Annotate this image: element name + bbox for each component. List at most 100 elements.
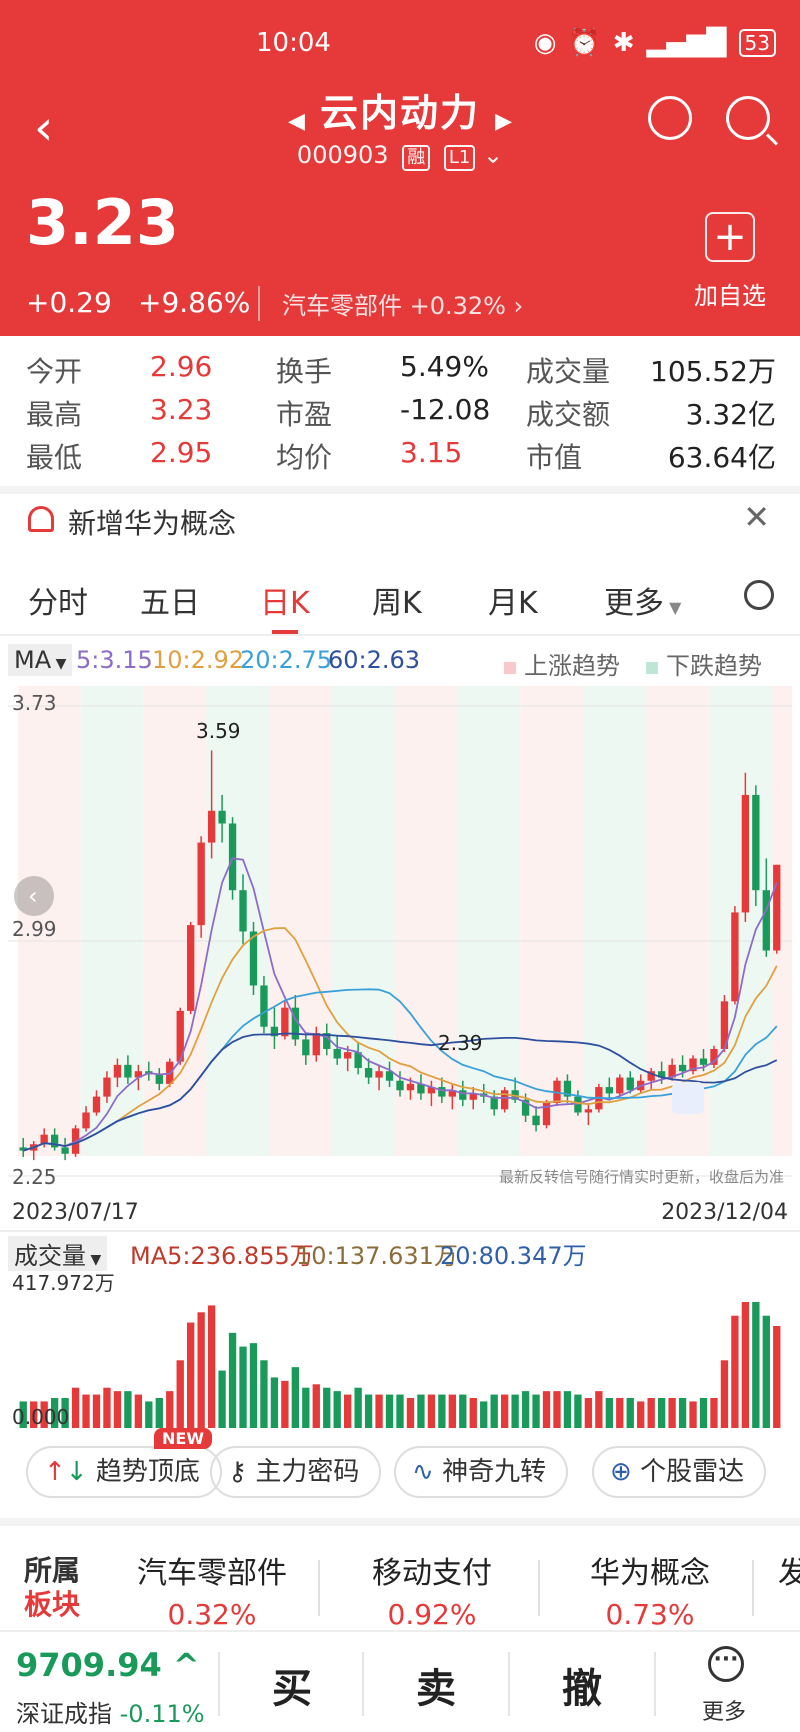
candle-body[interactable] (197, 842, 205, 926)
candle-body[interactable] (406, 1083, 415, 1091)
candle-body[interactable] (731, 912, 739, 1002)
tab-monthly-k[interactable]: 月K (488, 586, 538, 621)
candle-body[interactable] (364, 1068, 373, 1078)
candle-body[interactable] (302, 1039, 310, 1056)
more-icon[interactable]: ··· (708, 1646, 744, 1682)
prev-stock-icon[interactable]: ◀ (287, 109, 305, 134)
candle-body[interactable] (218, 810, 226, 824)
candle-body[interactable] (459, 1090, 467, 1100)
candle-body[interactable] (375, 1071, 383, 1078)
candle-body[interactable] (532, 1115, 540, 1126)
candle-body[interactable] (82, 1112, 90, 1129)
candle-body[interactable] (438, 1087, 446, 1097)
tab-weekly-k[interactable]: 周K (372, 586, 422, 621)
candle-body[interactable] (500, 1090, 509, 1110)
candle-body[interactable] (385, 1071, 394, 1081)
candle-body[interactable] (647, 1071, 655, 1081)
candle-body[interactable] (176, 1010, 184, 1062)
add-watchlist-icon[interactable]: + (705, 212, 755, 262)
candle-body[interactable] (417, 1083, 425, 1094)
tab-intraday[interactable]: 分时 (28, 586, 88, 621)
candle-body[interactable] (741, 794, 750, 913)
sector-item[interactable]: 华为概念 0.73% (570, 1548, 730, 1631)
candle-body[interactable] (354, 1052, 362, 1069)
settings-icon[interactable] (744, 580, 774, 610)
candle-body[interactable] (616, 1077, 624, 1094)
candle-body[interactable] (469, 1093, 477, 1100)
candle-body[interactable] (752, 794, 760, 891)
add-watchlist-label[interactable]: 加自选 (694, 282, 766, 310)
refresh-icon[interactable] (648, 96, 692, 140)
candle-body[interactable] (720, 1001, 729, 1049)
candle-body[interactable] (584, 1109, 593, 1113)
candle-body[interactable] (710, 1048, 718, 1065)
volume-selector[interactable]: 成交量 ▼ (8, 1236, 108, 1271)
candle-body[interactable] (40, 1134, 48, 1145)
tab-daily-k[interactable]: 日K (260, 578, 310, 634)
sell-button[interactable]: 卖 (416, 1666, 456, 1712)
volume-chart[interactable]: 417.972万 0.000 (8, 1268, 792, 1434)
candle-body[interactable] (228, 823, 237, 891)
candle-body[interactable] (19, 1147, 27, 1151)
ma-selector[interactable]: MA ▼ (8, 644, 73, 676)
chevron-down-icon[interactable]: ⌄ (482, 141, 504, 169)
main-force-button[interactable]: ⚷ 主力密码 (210, 1446, 382, 1498)
search-icon[interactable] (726, 96, 770, 140)
fullscreen-icon[interactable] (672, 1082, 704, 1114)
candle-body[interactable] (187, 925, 195, 1011)
candle-body[interactable] (103, 1077, 111, 1097)
candle-body[interactable] (92, 1096, 101, 1113)
candle-body[interactable] (134, 1071, 143, 1078)
candle-body[interactable] (124, 1064, 132, 1078)
candle-body[interactable] (207, 810, 216, 843)
candle-body[interactable] (689, 1058, 697, 1072)
candle-body[interactable] (657, 1071, 666, 1078)
candle-body[interactable] (61, 1147, 69, 1154)
candle-body[interactable] (50, 1134, 59, 1148)
trend-top-bottom-button[interactable]: ↑↓ 趋势顶底 (26, 1446, 222, 1498)
candle-body[interactable] (542, 1102, 551, 1126)
cancel-order-button[interactable]: 撤 (562, 1666, 602, 1712)
candle-body[interactable] (249, 931, 258, 986)
sector-item[interactable]: 移动支付 0.92% (352, 1548, 512, 1631)
candle-body[interactable] (260, 985, 268, 1027)
magic-nine-button[interactable]: ∿ 神奇九转 (394, 1446, 569, 1498)
candle-body[interactable] (239, 890, 247, 932)
stock-radar-button[interactable]: ⊕ 个股雷达 (592, 1446, 767, 1498)
candle-body[interactable] (574, 1096, 582, 1113)
candle-body[interactable] (333, 1048, 341, 1059)
candle-body[interactable] (490, 1096, 498, 1110)
sector-item-partial[interactable]: 发 (778, 1548, 800, 1592)
candle-body[interactable] (323, 1033, 331, 1049)
chevron-left-icon[interactable] (14, 876, 54, 916)
candle-body[interactable] (626, 1077, 634, 1091)
candle-body[interactable] (270, 1026, 279, 1037)
next-stock-icon[interactable]: ▶ (495, 109, 513, 134)
candle-body[interactable] (448, 1090, 456, 1097)
more-label[interactable]: 更多 (702, 1700, 747, 1725)
back-button[interactable]: ‹ (34, 100, 54, 156)
candle-body[interactable] (344, 1052, 352, 1059)
tab-more[interactable]: 更多 ▼ (604, 578, 681, 622)
candle-body[interactable] (699, 1058, 708, 1065)
candle-body[interactable] (668, 1064, 676, 1078)
candle-body[interactable] (521, 1099, 530, 1116)
buy-button[interactable]: 买 (272, 1666, 312, 1712)
candle-body[interactable] (605, 1087, 613, 1094)
candle-body[interactable] (281, 1007, 289, 1037)
sector-link[interactable]: 汽车零部件 +0.32% › (258, 286, 523, 321)
concept-notice[interactable]: 新增华为概念 ✕ (0, 498, 800, 548)
candle-body[interactable] (312, 1033, 320, 1056)
candlestick-chart[interactable]: 3.73 2.99 2.25 3.59 2.39 最新反转信号随行情实时更新，收… (8, 686, 792, 1196)
tab-five-day[interactable]: 五日 (140, 586, 200, 621)
candle-body[interactable] (762, 890, 770, 951)
candle-body[interactable] (427, 1087, 436, 1094)
sector-item[interactable]: 汽车零部件 0.32% (132, 1548, 292, 1631)
candle-body[interactable] (678, 1064, 687, 1072)
candle-body[interactable] (113, 1064, 122, 1078)
candle-body[interactable] (563, 1080, 572, 1097)
candle-body[interactable] (773, 864, 781, 951)
candle-body[interactable] (396, 1080, 404, 1091)
close-icon[interactable]: ✕ (743, 498, 770, 536)
candle-body[interactable] (155, 1074, 163, 1084)
